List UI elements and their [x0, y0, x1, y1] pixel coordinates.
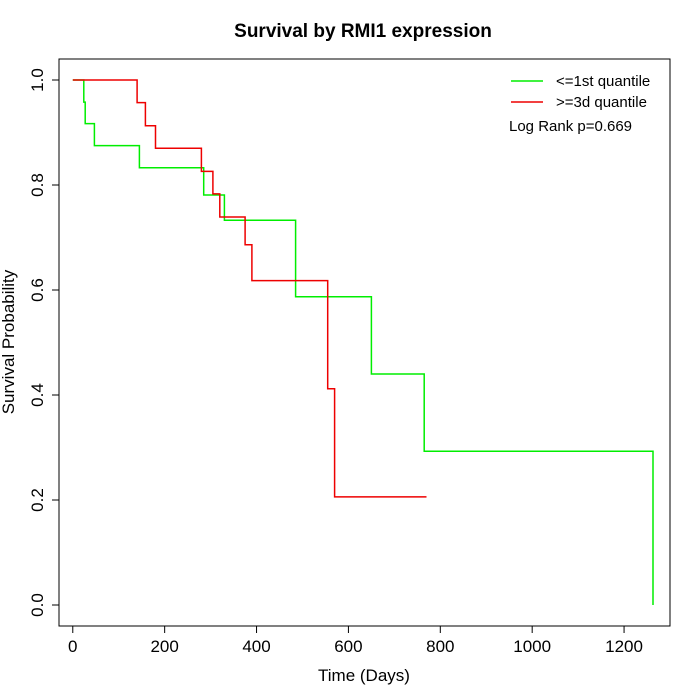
series-line-1 [72, 79, 654, 605]
y-tick-label: 1.0 [28, 68, 47, 92]
series-layer [72, 79, 654, 605]
log-rank-annotation: Log Rank p=0.669 [509, 118, 632, 135]
x-tick-label: 0 [68, 637, 77, 656]
legend-label-2: >=3d quantile [556, 94, 647, 111]
x-axis-label: Time (Days) [318, 666, 410, 685]
x-tick-label: 200 [150, 637, 178, 656]
x-axis: 0 200 400 600 800 1000 1200 [68, 625, 643, 656]
x-tick-label: 1000 [513, 637, 551, 656]
legend: <=1st quantile >=3d quantile [511, 73, 650, 111]
y-tick-label: 0.8 [28, 173, 47, 197]
chart-title: Survival by RMI1 expression [234, 21, 492, 42]
series-line-2 [72, 79, 427, 498]
y-axis-label: Survival Probability [0, 269, 18, 414]
y-tick-label: 0.4 [28, 383, 47, 407]
y-tick-label: 0.2 [28, 488, 47, 512]
y-tick-label: 0.6 [28, 278, 47, 302]
x-tick-label: 800 [426, 637, 454, 656]
x-tick-label: 400 [242, 637, 270, 656]
legend-label-1: <=1st quantile [556, 73, 650, 90]
y-tick-label: 0.0 [28, 593, 47, 617]
x-tick-label: 600 [334, 637, 362, 656]
x-tick-label: 1200 [605, 637, 643, 656]
y-axis: 0.0 0.2 0.4 0.6 0.8 1.0 [28, 68, 60, 617]
